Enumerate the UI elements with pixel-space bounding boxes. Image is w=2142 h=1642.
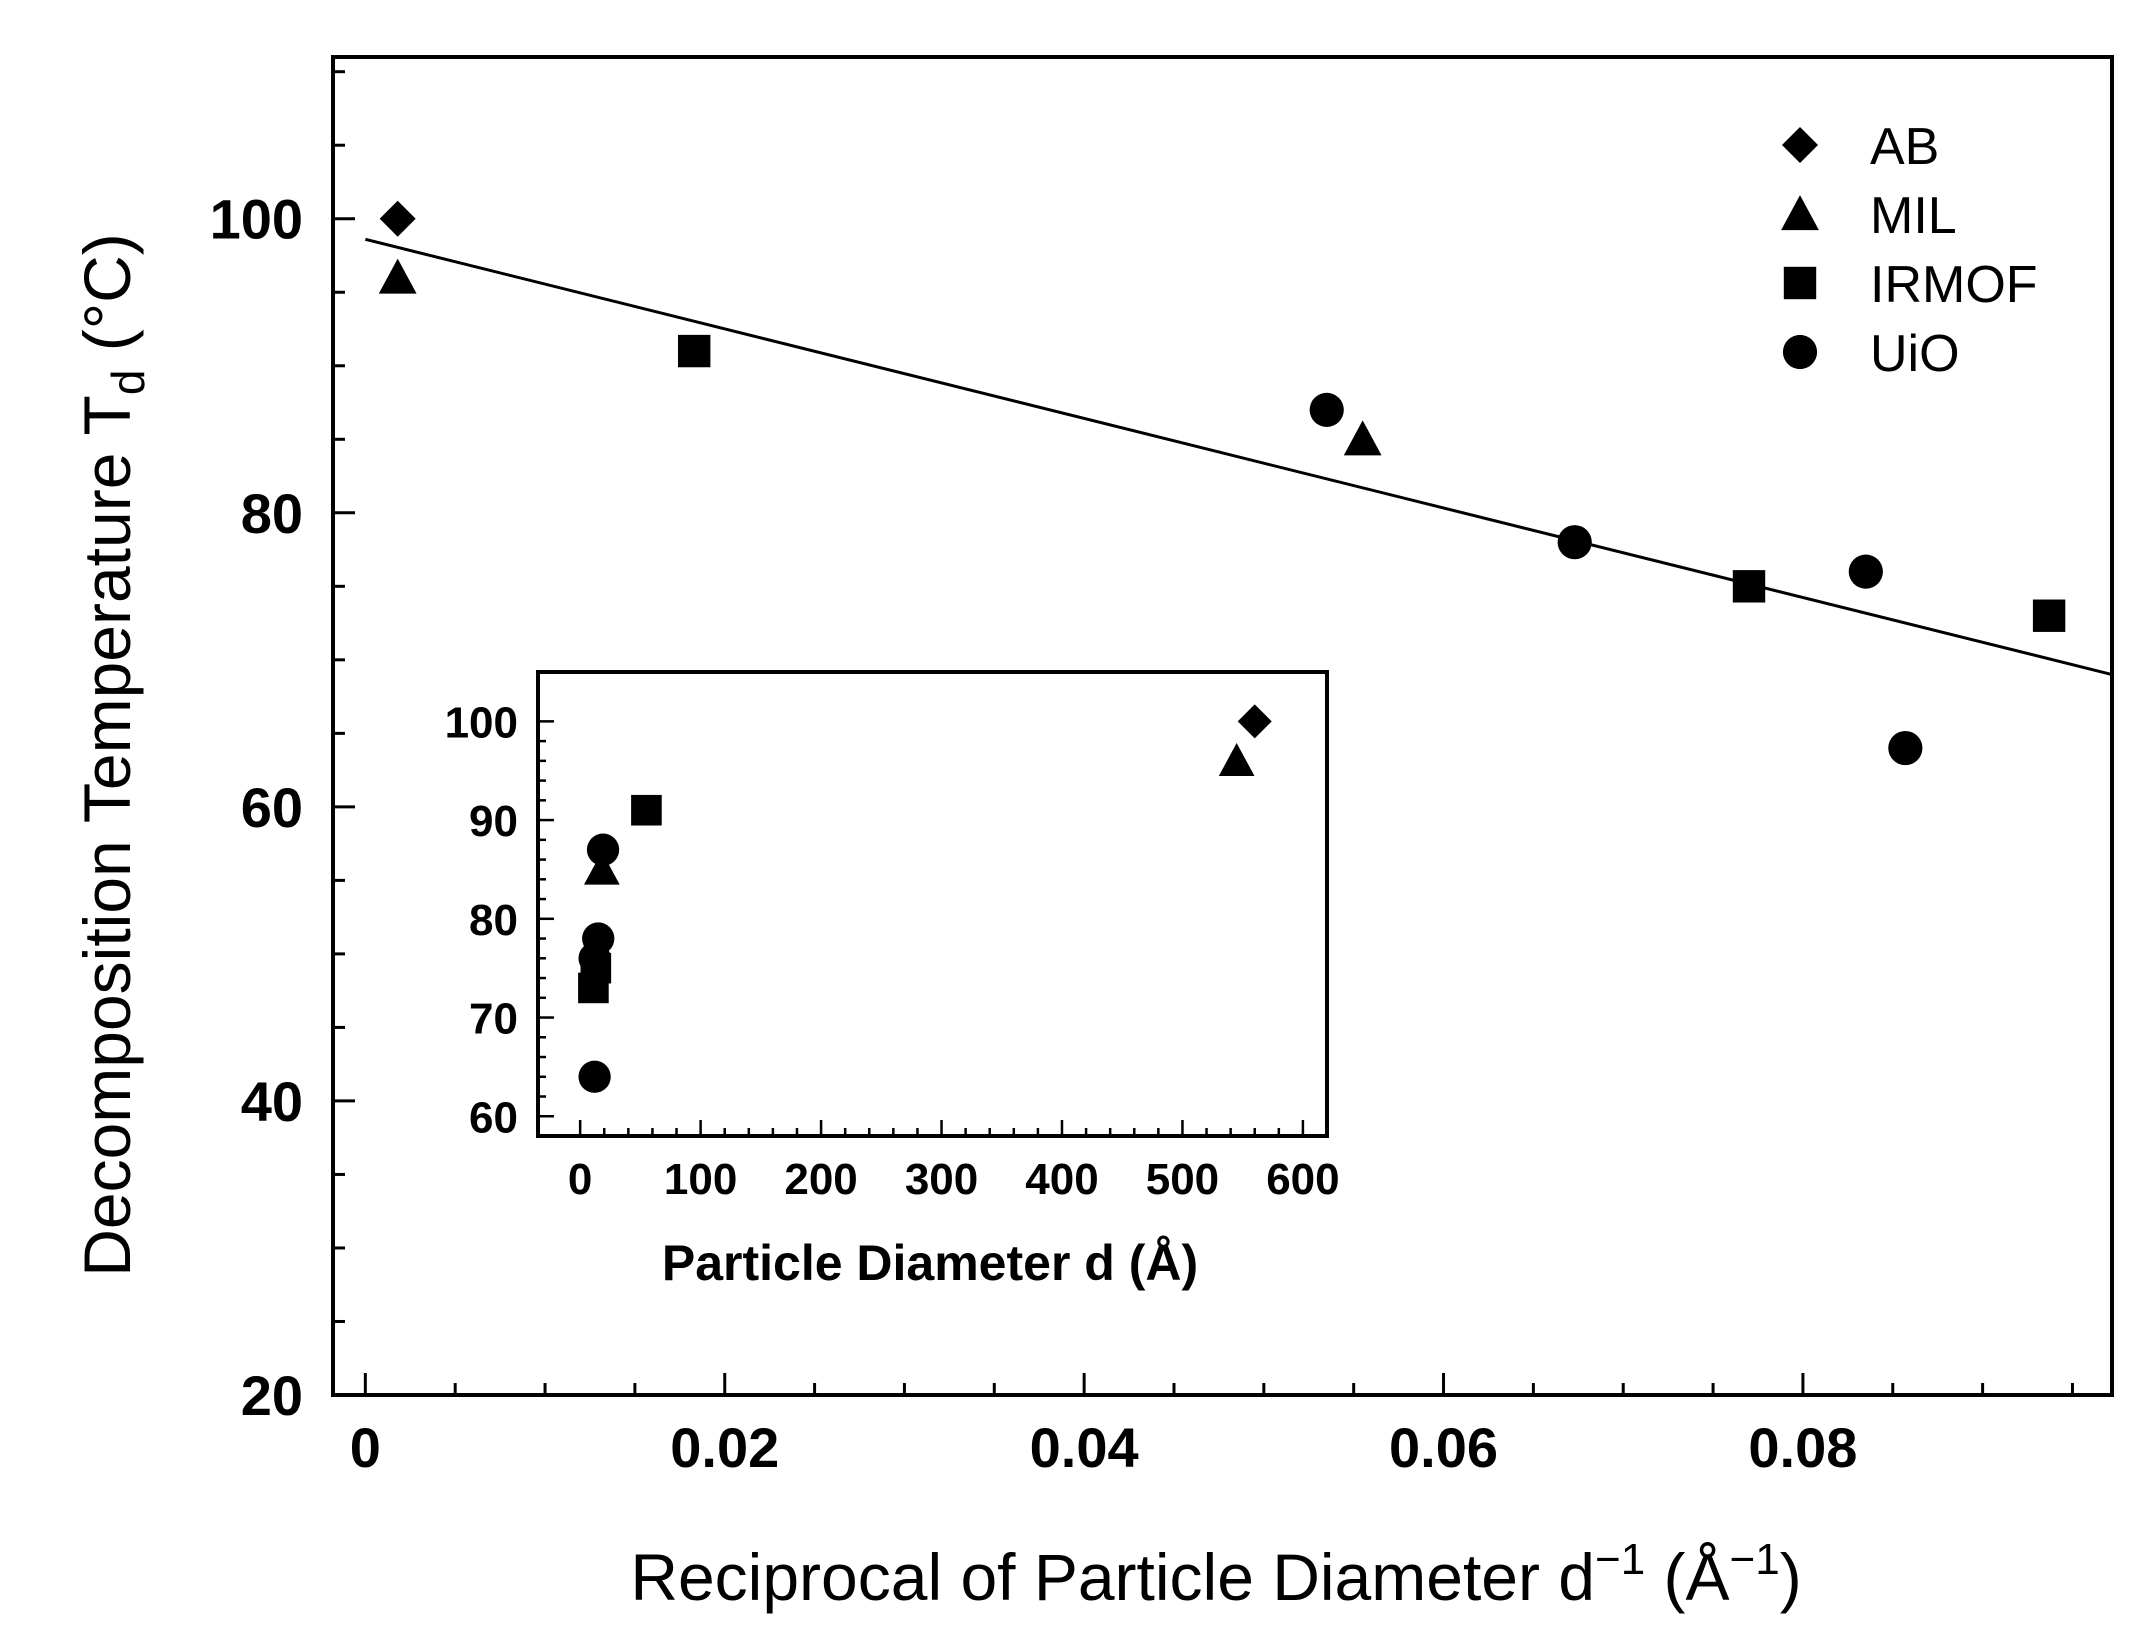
inset-y-tick-label: 80 [469,896,518,945]
inset-y-tick-label: 100 [445,698,518,747]
main-x-title-mid: (Å [1645,1540,1729,1614]
main-point-irmof [2032,599,2066,632]
main-point-uio [1557,525,1592,560]
main-y-title-main: Decomposition Temperature T [70,395,144,1277]
main-x-tick-label: 0.02 [670,1416,779,1479]
main-x-title-main: Reciprocal of Particle Diameter d [630,1540,1595,1614]
main-x-title-exp2: −1 [1730,1535,1780,1584]
main-y-title-sub: d [102,370,154,396]
inset-x-tick-label: 600 [1266,1155,1339,1204]
main-point-mil [1343,420,1382,456]
main-x-tick-label: 0.04 [1030,1416,1139,1479]
legend-marker-uio [1782,334,1818,370]
main-point-irmof [1732,570,1766,603]
inset-data-marks [578,704,1272,1093]
main-point-uio [1888,730,1923,766]
main-y-tick-label: 80 [241,482,303,545]
inset-plot-frame [536,670,1329,1138]
main-fit-line [364,237,2113,676]
inset-point-ab [1237,704,1272,739]
inset-chart: 60 70 80 90 100 0 100 200 300 400 500 600 [445,670,1340,1204]
main-x-axis-title: Reciprocal of Particle Diameter d−1 (Å−1… [630,1535,1801,1614]
inset-point-mil [583,851,620,885]
main-y-tick-label: 20 [241,1364,303,1427]
main-data-marks [364,200,2113,766]
legend-marker-ab [1782,127,1818,163]
main-y-tick-label: 40 [241,1070,303,1133]
legend-label-irmof: IRMOF [1870,256,2038,314]
inset-x-axis-title: Particle Diameter d (Å) [662,1235,1198,1291]
main-plot-area: 20 40 60 80 100 0 0.02 0.04 0.06 0.08 [210,55,2114,1479]
inset-point-uio [586,833,620,866]
inset-point-irmof [631,794,662,826]
main-point-irmof [677,334,711,368]
legend: AB MIL IRMOF UiO [1781,118,2038,383]
inset-y-tick-label: 60 [469,1093,518,1142]
main-point-ab [379,200,416,237]
main-point-uio [1309,392,1344,427]
main-y-tick-label: 60 [241,776,303,839]
main-plot-frame [331,55,2114,1397]
main-x-tick-label: 0 [350,1416,381,1479]
inset-point-irmof [578,972,609,1004]
inset-point-uio [578,1060,611,1093]
main-x-tick-label: 0.08 [1748,1416,1857,1479]
main-x-tick-label: 0.06 [1389,1416,1498,1479]
inset-x-tick-label: 100 [664,1155,737,1204]
legend-label-mil: MIL [1870,187,1957,245]
main-x-title-exp1: −1 [1595,1535,1645,1584]
legend-label-uio: UiO [1870,325,1960,383]
inset-point-mil [1218,743,1255,777]
main-y-axis-title: Decomposition Temperature Td (°C) [70,233,154,1277]
legend-marker-mil [1781,195,1819,231]
inset-x-tick-label: 400 [1025,1155,1098,1204]
main-x-title-end: ) [1780,1540,1802,1614]
main-point-uio [1848,554,1883,589]
inset-x-tick-label: 200 [784,1155,857,1204]
main-y-tick-label: 100 [210,188,303,251]
main-y-title-end: (°C) [70,233,144,369]
inset-y-tick-label: 90 [469,797,518,846]
inset-y-tick-label: 70 [469,995,518,1044]
inset-x-tick-label: 500 [1146,1155,1219,1204]
inset-x-tick-label: 300 [905,1155,978,1204]
inset-point-uio [578,942,611,975]
legend-label-ab: AB [1870,118,1939,176]
legend-marker-irmof [1783,266,1817,300]
inset-x-tick-label: 0 [568,1155,592,1204]
main-point-mil [378,258,417,294]
